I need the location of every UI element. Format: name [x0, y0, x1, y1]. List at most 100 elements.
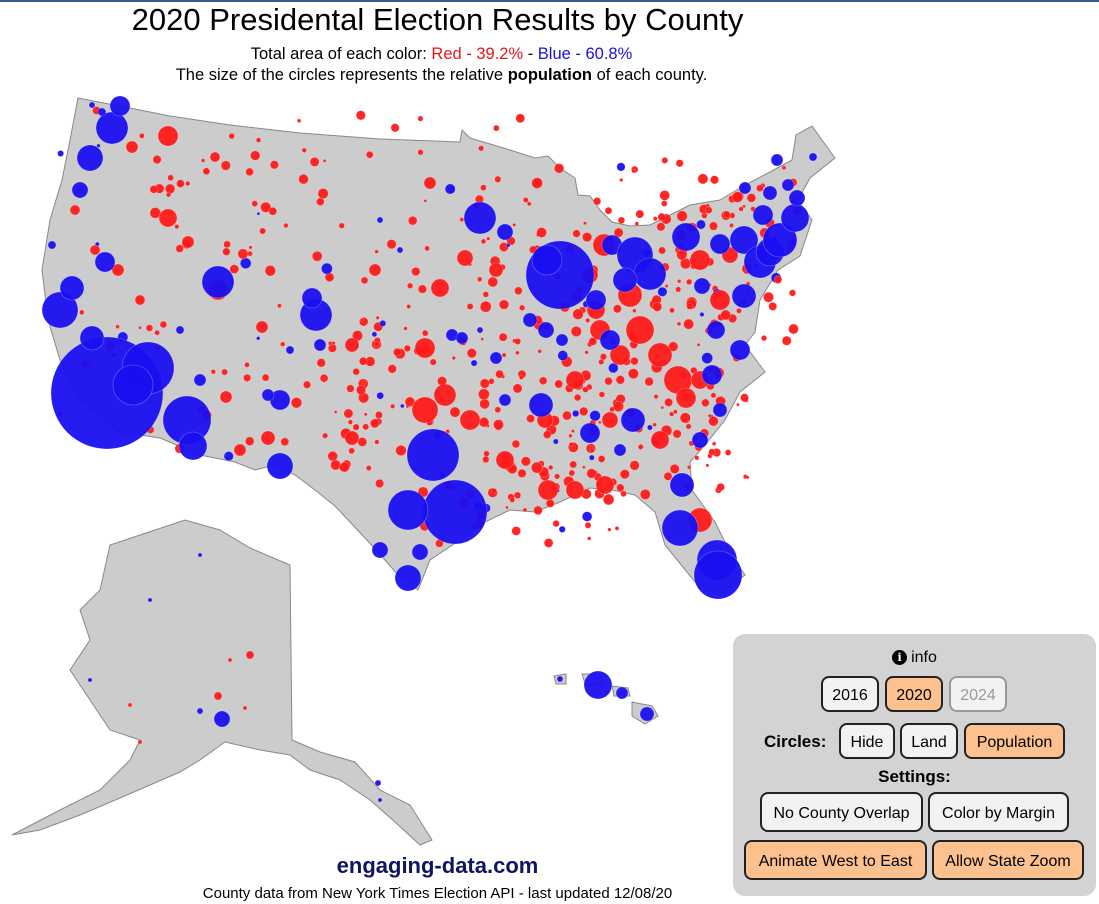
county-circle-red[interactable] [522, 197, 529, 203]
county-circle-red[interactable] [466, 348, 477, 359]
county-circle-red[interactable] [595, 475, 615, 495]
county-circle-red[interactable] [650, 430, 670, 450]
allow-state-zoom-button[interactable]: Allow State Zoom [932, 840, 1084, 880]
county-circle-blue[interactable] [706, 320, 726, 340]
county-circle-blue[interactable] [639, 706, 655, 722]
county-circle-red[interactable] [213, 691, 223, 701]
county-circle-red[interactable] [664, 284, 669, 288]
county-circle-blue[interactable] [699, 311, 705, 317]
county-circle-red[interactable] [509, 496, 516, 503]
county-circle-red[interactable] [554, 473, 561, 480]
county-circle-blue[interactable] [693, 550, 743, 600]
county-circle-red[interactable] [245, 650, 255, 660]
county-circle-red[interactable] [219, 390, 233, 404]
county-circle-red[interactable] [343, 408, 354, 419]
county-circle-red[interactable] [663, 471, 673, 481]
county-circle-red[interactable] [579, 406, 589, 417]
county-circle-red[interactable] [598, 391, 606, 398]
county-circle-red[interactable] [619, 178, 624, 183]
county-circle-red[interactable] [344, 337, 360, 353]
county-circle-blue[interactable] [256, 212, 261, 216]
county-circle-red[interactable] [708, 448, 716, 456]
county-circle-red[interactable] [689, 249, 711, 271]
county-circle-red[interactable] [269, 160, 279, 170]
county-circle-red[interactable] [373, 341, 380, 348]
county-circle-red[interactable] [69, 204, 81, 216]
county-circle-red[interactable] [536, 227, 547, 238]
county-circle-red[interactable] [584, 521, 592, 529]
county-circle-red[interactable] [390, 123, 400, 133]
county-circle-blue[interactable] [371, 541, 389, 559]
county-circle-red[interactable] [568, 469, 576, 477]
county-circle-red[interactable] [296, 118, 302, 124]
county-circle-red[interactable] [514, 338, 522, 345]
county-circle-red[interactable] [338, 222, 345, 229]
county-circle-red[interactable] [711, 441, 717, 446]
county-circle-red[interactable] [250, 150, 261, 161]
county-circle-red[interactable] [319, 373, 329, 383]
county-circle-blue[interactable] [528, 392, 554, 418]
county-circle-red[interactable] [492, 124, 500, 132]
county-circle-blue[interactable] [701, 352, 714, 364]
county-circle-blue[interactable] [556, 675, 564, 683]
county-circle-red[interactable] [255, 320, 269, 334]
county-circle-red[interactable] [322, 432, 329, 439]
county-circle-red[interactable] [630, 356, 639, 366]
county-circle-red[interactable] [781, 335, 792, 346]
county-circle-red[interactable] [221, 368, 228, 376]
county-circle-red[interactable] [451, 355, 456, 361]
county-circle-red[interactable] [709, 289, 731, 311]
county-circle-red[interactable] [360, 276, 369, 285]
county-circle-red[interactable] [152, 155, 162, 165]
county-circle-red[interactable] [339, 461, 350, 473]
county-circle-blue[interactable] [552, 438, 559, 445]
county-circle-red[interactable] [89, 244, 101, 256]
county-circle-red[interactable] [720, 309, 732, 321]
county-circle-blue[interactable] [572, 409, 580, 418]
county-circle-red[interactable] [513, 491, 522, 499]
county-circle-red[interactable] [417, 284, 427, 294]
county-circle-red[interactable] [669, 463, 680, 474]
county-circle-red[interactable] [375, 478, 385, 488]
county-circle-red[interactable] [456, 249, 474, 267]
county-circle-red[interactable] [181, 235, 195, 249]
county-circle-red[interactable] [763, 291, 774, 303]
county-circle-blue[interactable] [496, 223, 514, 241]
county-circle-red[interactable] [417, 115, 424, 122]
county-circle-red[interactable] [545, 498, 555, 508]
county-circle-red[interactable] [352, 368, 360, 376]
county-circle-red[interactable] [466, 303, 474, 310]
county-circle-blue[interactable] [671, 222, 701, 252]
county-circle-red[interactable] [526, 414, 535, 423]
county-circle-red[interactable] [589, 448, 595, 453]
county-circle-red[interactable] [644, 377, 654, 387]
county-circle-red[interactable] [185, 180, 191, 187]
county-circle-red[interactable] [494, 406, 502, 414]
county-circle-blue[interactable] [321, 262, 333, 275]
county-circle-red[interactable] [79, 309, 85, 316]
county-circle-red[interactable] [583, 221, 587, 226]
county-circle-blue[interactable] [178, 431, 208, 461]
info-label[interactable]: info [911, 649, 937, 666]
county-circle-red[interactable] [309, 156, 320, 167]
county-circle-red[interactable] [280, 437, 290, 447]
circles-population-button[interactable]: Population [964, 723, 1065, 759]
county-circle-blue[interactable] [76, 144, 104, 172]
county-circle-red[interactable] [158, 208, 178, 228]
county-circle-red[interactable] [694, 455, 700, 461]
county-circle-red[interactable] [322, 158, 327, 163]
county-circle-red[interactable] [331, 341, 336, 346]
county-circle-red[interactable] [333, 410, 338, 414]
county-circle-red[interactable] [568, 433, 573, 438]
county-circle-red[interactable] [356, 384, 367, 395]
county-circle-red[interactable] [223, 240, 231, 249]
county-circle-red[interactable] [656, 222, 666, 232]
county-circle-red[interactable] [669, 307, 675, 314]
county-circle-red[interactable] [625, 315, 655, 345]
county-circle-red[interactable] [480, 184, 487, 191]
county-circle-red[interactable] [634, 221, 640, 227]
county-circle-red[interactable] [514, 286, 523, 295]
county-circle-blue[interactable] [266, 452, 294, 480]
county-circle-red[interactable] [478, 417, 490, 428]
county-circle-red[interactable] [614, 526, 620, 531]
